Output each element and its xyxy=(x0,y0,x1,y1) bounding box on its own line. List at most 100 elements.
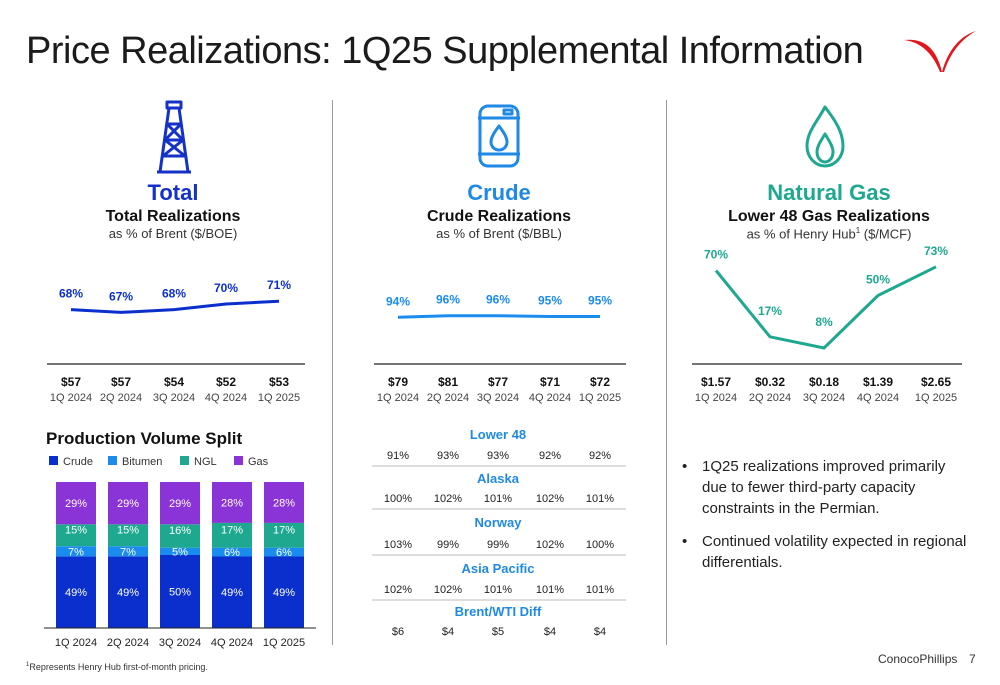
total-data-label: 71% xyxy=(267,278,291,292)
gas-unit-suffix: ($/MCF) xyxy=(860,226,912,242)
bar-label-bitumen: 7% xyxy=(68,546,84,558)
table-cell: 101% xyxy=(484,493,512,505)
crude-data-label: 95% xyxy=(588,294,612,308)
crude-subtitle: Crude Realizations xyxy=(426,208,572,225)
bar-segment-ngl xyxy=(56,524,96,547)
table-section-heading: Lower 48 xyxy=(470,427,526,442)
bar-segment-bitumen xyxy=(264,547,304,557)
gas-quarter-tick: 2Q 2024 xyxy=(749,392,791,404)
bar-label-gas: 28% xyxy=(221,497,243,509)
table-cell: $6 xyxy=(392,626,404,638)
total-unit: as % of Brent ($/BOE) xyxy=(108,226,238,241)
gas-data-label: 50% xyxy=(866,273,890,287)
table-cell: 101% xyxy=(586,493,614,505)
bar-segment-bitumen xyxy=(108,546,148,557)
crude-quarter-tick: 1Q 2024 xyxy=(377,392,419,404)
table-cell: 99% xyxy=(437,539,459,551)
column-divider-right xyxy=(666,100,667,645)
gas-data-label: 17% xyxy=(758,304,782,318)
total-quarter-tick: 1Q 2025 xyxy=(258,392,300,404)
bar-label-gas: 29% xyxy=(117,498,139,510)
gas-data-label: 73% xyxy=(924,244,948,258)
bar-label-ngl: 17% xyxy=(273,524,295,536)
gas-quarter-tick: 1Q 2025 xyxy=(915,392,957,404)
brand-name: ConocoPhillips xyxy=(878,652,958,666)
crude-series-line xyxy=(397,314,600,319)
bar-label-ngl: 17% xyxy=(221,524,243,536)
bar-label-bitumen: 6% xyxy=(224,547,240,559)
table-cell: 99% xyxy=(487,539,509,551)
crude-price-tick: $79 xyxy=(388,375,408,389)
bar-category-label: 2Q 2024 xyxy=(107,637,149,649)
gas-heading: Natural Gas xyxy=(767,180,891,205)
legend-swatch-gas xyxy=(234,456,243,465)
gas-series-line xyxy=(714,265,937,350)
bar-category-label: 3Q 2024 xyxy=(159,637,201,649)
total-price-tick: $54 xyxy=(164,375,184,389)
bar-segment-gas xyxy=(264,482,304,523)
bar-segment-bitumen xyxy=(212,547,252,557)
bar-label-crude: 49% xyxy=(273,587,295,599)
bar-label-ngl: 15% xyxy=(65,524,87,536)
crude-quarter-tick: 3Q 2024 xyxy=(477,392,519,404)
table-cell: $4 xyxy=(442,626,454,638)
table-cell: 102% xyxy=(384,584,412,596)
bar-label-bitumen: 5% xyxy=(172,546,188,558)
table-section-heading: Alaska xyxy=(477,471,520,486)
bullet-1: 1Q25 realizations improved primarily due… xyxy=(682,456,972,519)
total-subtitle: Total Realizations xyxy=(105,208,241,225)
crude-price-tick: $71 xyxy=(540,375,560,389)
gas-subtitle: Lower 48 Gas Realizations xyxy=(728,208,930,225)
crude-unit: as % of Brent ($/BBL) xyxy=(436,226,562,241)
gas-unit: as % of Henry Hub1 ($/MCF) xyxy=(679,226,979,241)
table-cell: 91% xyxy=(387,450,409,462)
table-cell: 102% xyxy=(434,493,462,505)
total-price-tick: $52 xyxy=(216,375,236,389)
bar-segment-gas xyxy=(212,482,252,523)
crude-quarter-tick: 4Q 2024 xyxy=(529,392,571,404)
total-series-line xyxy=(70,299,280,314)
gas-price-tick: $1.57 xyxy=(701,375,731,389)
table-cell: 93% xyxy=(437,450,459,462)
gas-price-tick: $1.39 xyxy=(863,375,893,389)
legend-label-ngl: NGL xyxy=(194,456,217,468)
total-quarter-tick: 3Q 2024 xyxy=(153,392,195,404)
bar-segment-bitumen xyxy=(160,547,200,555)
table-cell: 93% xyxy=(487,450,509,462)
total-quarter-tick: 4Q 2024 xyxy=(205,392,247,404)
bar-segment-crude xyxy=(264,556,304,628)
gas-unit-footnote-mark: 1 xyxy=(855,226,861,235)
gas-price-tick: $2.65 xyxy=(921,375,951,389)
bar-label-crude: 49% xyxy=(65,587,87,599)
bar-segment-crude xyxy=(108,556,148,628)
gas-quarter-tick: 4Q 2024 xyxy=(857,392,899,404)
total-column-header: Total Total Realizations as % of Brent (… xyxy=(23,180,323,241)
crude-price-tick: $72 xyxy=(590,375,610,389)
bar-label-gas: 29% xyxy=(65,498,87,510)
bar-label-crude: 50% xyxy=(169,587,191,599)
bar-label-ngl: 15% xyxy=(117,524,139,536)
bar-segment-gas xyxy=(108,482,148,525)
bar-segment-ngl xyxy=(212,522,252,548)
gas-quarter-tick: 1Q 2024 xyxy=(695,392,737,404)
bar-segment-ngl xyxy=(264,522,304,548)
conocophillips-logo-icon xyxy=(904,31,976,72)
flame-icon xyxy=(805,105,845,168)
crude-quarter-tick: 2Q 2024 xyxy=(427,392,469,404)
table-cell: $5 xyxy=(492,626,504,638)
bar-segment-ngl xyxy=(108,524,148,547)
table-cell: 92% xyxy=(539,450,561,462)
bar-segment-gas xyxy=(160,482,200,525)
crude-price-tick: $77 xyxy=(488,375,508,389)
legend-swatch-ngl xyxy=(180,456,189,465)
gas-column-header: Natural Gas Lower 48 Gas Realizations as… xyxy=(679,180,979,241)
total-quarter-tick: 1Q 2024 xyxy=(50,392,92,404)
crude-quarter-tick: 1Q 2025 xyxy=(579,392,621,404)
page-number: 7 xyxy=(969,652,976,666)
bar-label-gas: 29% xyxy=(169,498,191,510)
bar-label-ngl: 16% xyxy=(169,525,191,537)
bar-label-bitumen: 7% xyxy=(120,546,136,558)
legend-label-crude: Crude xyxy=(63,456,93,468)
total-price-tick: $57 xyxy=(111,375,131,389)
